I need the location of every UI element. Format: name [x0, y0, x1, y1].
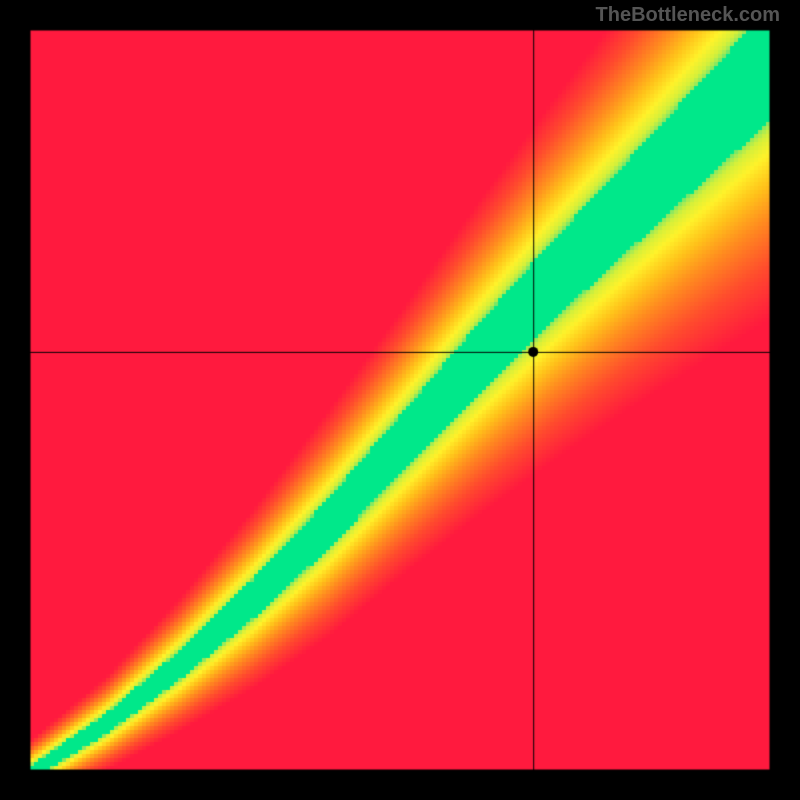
- watermark-text: TheBottleneck.com: [596, 4, 780, 27]
- chart-container: TheBottleneck.com: [0, 0, 800, 800]
- bottleneck-heatmap: [0, 0, 800, 800]
